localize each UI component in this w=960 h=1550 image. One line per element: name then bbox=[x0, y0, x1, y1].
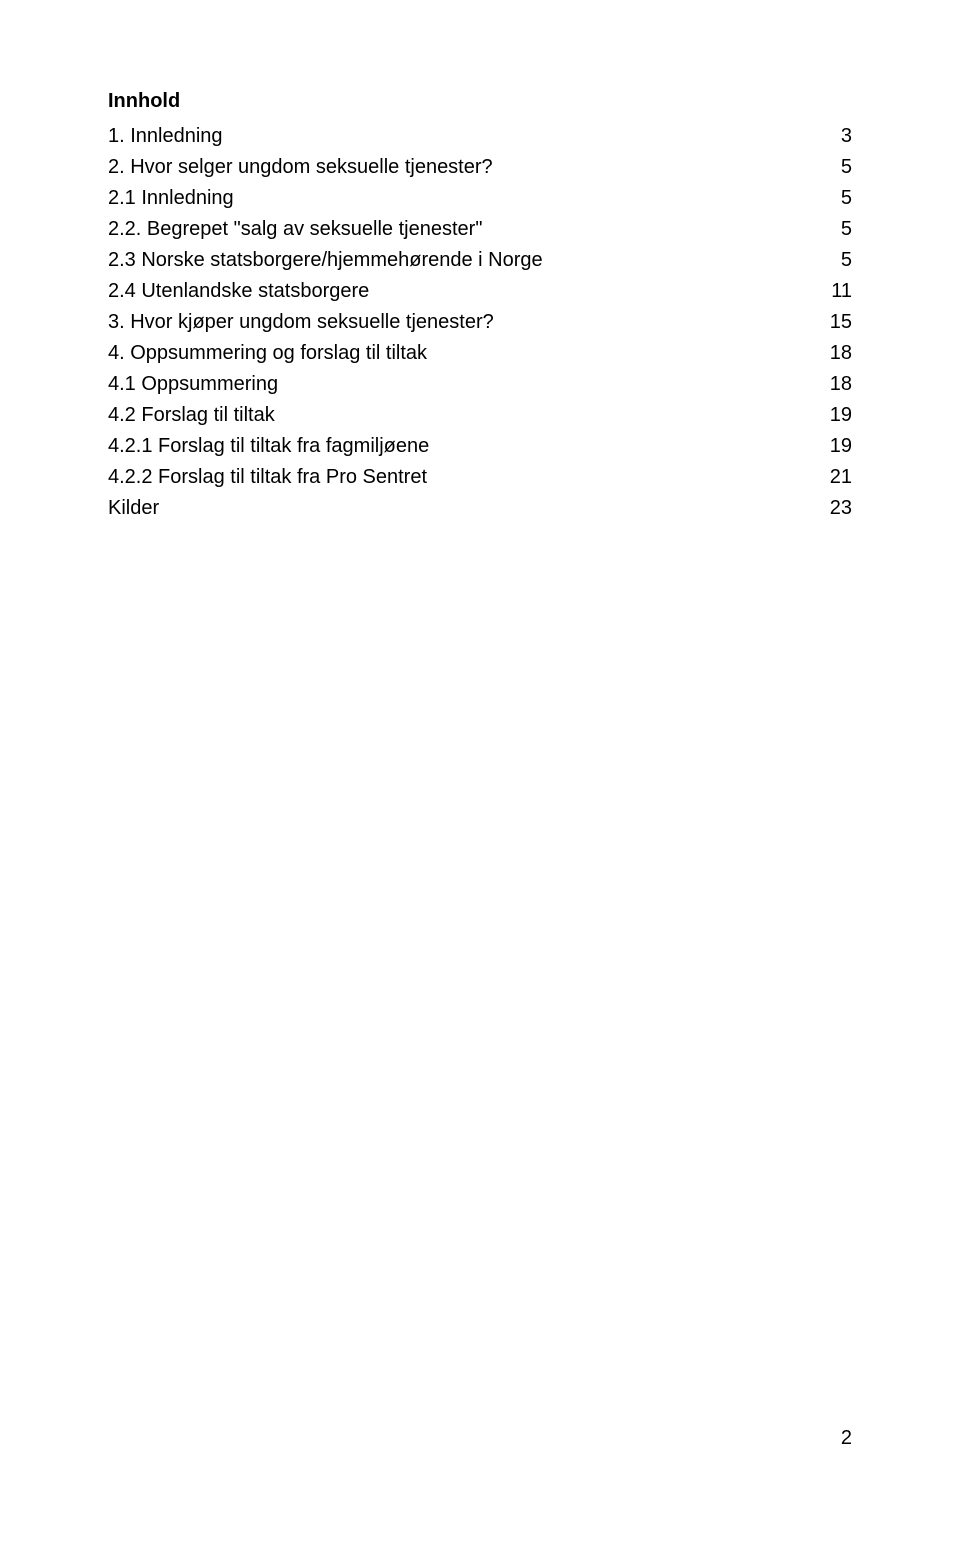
toc-heading: Innhold bbox=[108, 90, 852, 113]
toc-entry-page: 23 bbox=[824, 493, 852, 524]
toc-entry-page: 11 bbox=[824, 276, 852, 307]
toc-entry: 4. Oppsummering og forslag til tiltak 18 bbox=[108, 338, 852, 369]
toc-entry-page: 5 bbox=[824, 183, 852, 214]
toc-entry: 2.4 Utenlandske statsborgere 11 bbox=[108, 276, 852, 307]
toc-entry-page: 21 bbox=[824, 462, 852, 493]
toc-entry-page: 5 bbox=[824, 214, 852, 245]
toc-entry-page: 5 bbox=[824, 152, 852, 183]
toc-entry-label: 2. Hvor selger ungdom seksuelle tjeneste… bbox=[108, 152, 493, 183]
toc-entry: Kilder 23 bbox=[108, 493, 852, 524]
toc-entry: 4.2.2 Forslag til tiltak fra Pro Sentret… bbox=[108, 462, 852, 493]
toc-entry-label: 1. Innledning bbox=[108, 121, 223, 152]
toc-entry-page: 19 bbox=[824, 400, 852, 431]
toc-list: 1. Innledning 32. Hvor selger ungdom sek… bbox=[108, 121, 852, 524]
toc-entry: 3. Hvor kjøper ungdom seksuelle tjeneste… bbox=[108, 307, 852, 338]
toc-entry-label: 4.2 Forslag til tiltak bbox=[108, 400, 275, 431]
toc-entry-label: 2.3 Norske statsborgere/hjemmehørende i … bbox=[108, 245, 543, 276]
toc-entry: 1. Innledning 3 bbox=[108, 121, 852, 152]
toc-entry-label: 4.2.2 Forslag til tiltak fra Pro Sentret bbox=[108, 462, 427, 493]
toc-entry-label: 2.1 Innledning bbox=[108, 183, 234, 214]
toc-entry: 2.2. Begrepet "salg av seksuelle tjenest… bbox=[108, 214, 852, 245]
page-container: Innhold 1. Innledning 32. Hvor selger un… bbox=[0, 0, 960, 1550]
toc-entry: 4.1 Oppsummering 18 bbox=[108, 369, 852, 400]
toc-entry-page: 18 bbox=[824, 338, 852, 369]
toc-entry-page: 5 bbox=[824, 245, 852, 276]
toc-entry: 2.1 Innledning 5 bbox=[108, 183, 852, 214]
toc-entry-page: 3 bbox=[824, 121, 852, 152]
toc-entry-page: 19 bbox=[824, 431, 852, 462]
toc-entry: 2.3 Norske statsborgere/hjemmehørende i … bbox=[108, 245, 852, 276]
toc-entry: 2. Hvor selger ungdom seksuelle tjeneste… bbox=[108, 152, 852, 183]
toc-entry-label: 2.4 Utenlandske statsborgere bbox=[108, 276, 369, 307]
toc-entry-page: 18 bbox=[824, 369, 852, 400]
toc-entry-page: 15 bbox=[824, 307, 852, 338]
toc-entry: 4.2 Forslag til tiltak 19 bbox=[108, 400, 852, 431]
toc-entry-label: 3. Hvor kjøper ungdom seksuelle tjeneste… bbox=[108, 307, 494, 338]
toc-entry-label: 4.1 Oppsummering bbox=[108, 369, 278, 400]
toc-entry-label: 4. Oppsummering og forslag til tiltak bbox=[108, 338, 427, 369]
toc-entry-label: 4.2.1 Forslag til tiltak fra fagmiljøene bbox=[108, 431, 429, 462]
toc-entry-label: 2.2. Begrepet "salg av seksuelle tjenest… bbox=[108, 214, 482, 245]
toc-entry: 4.2.1 Forslag til tiltak fra fagmiljøene… bbox=[108, 431, 852, 462]
toc-entry-label: Kilder bbox=[108, 493, 159, 524]
page-number: 2 bbox=[841, 1427, 852, 1450]
